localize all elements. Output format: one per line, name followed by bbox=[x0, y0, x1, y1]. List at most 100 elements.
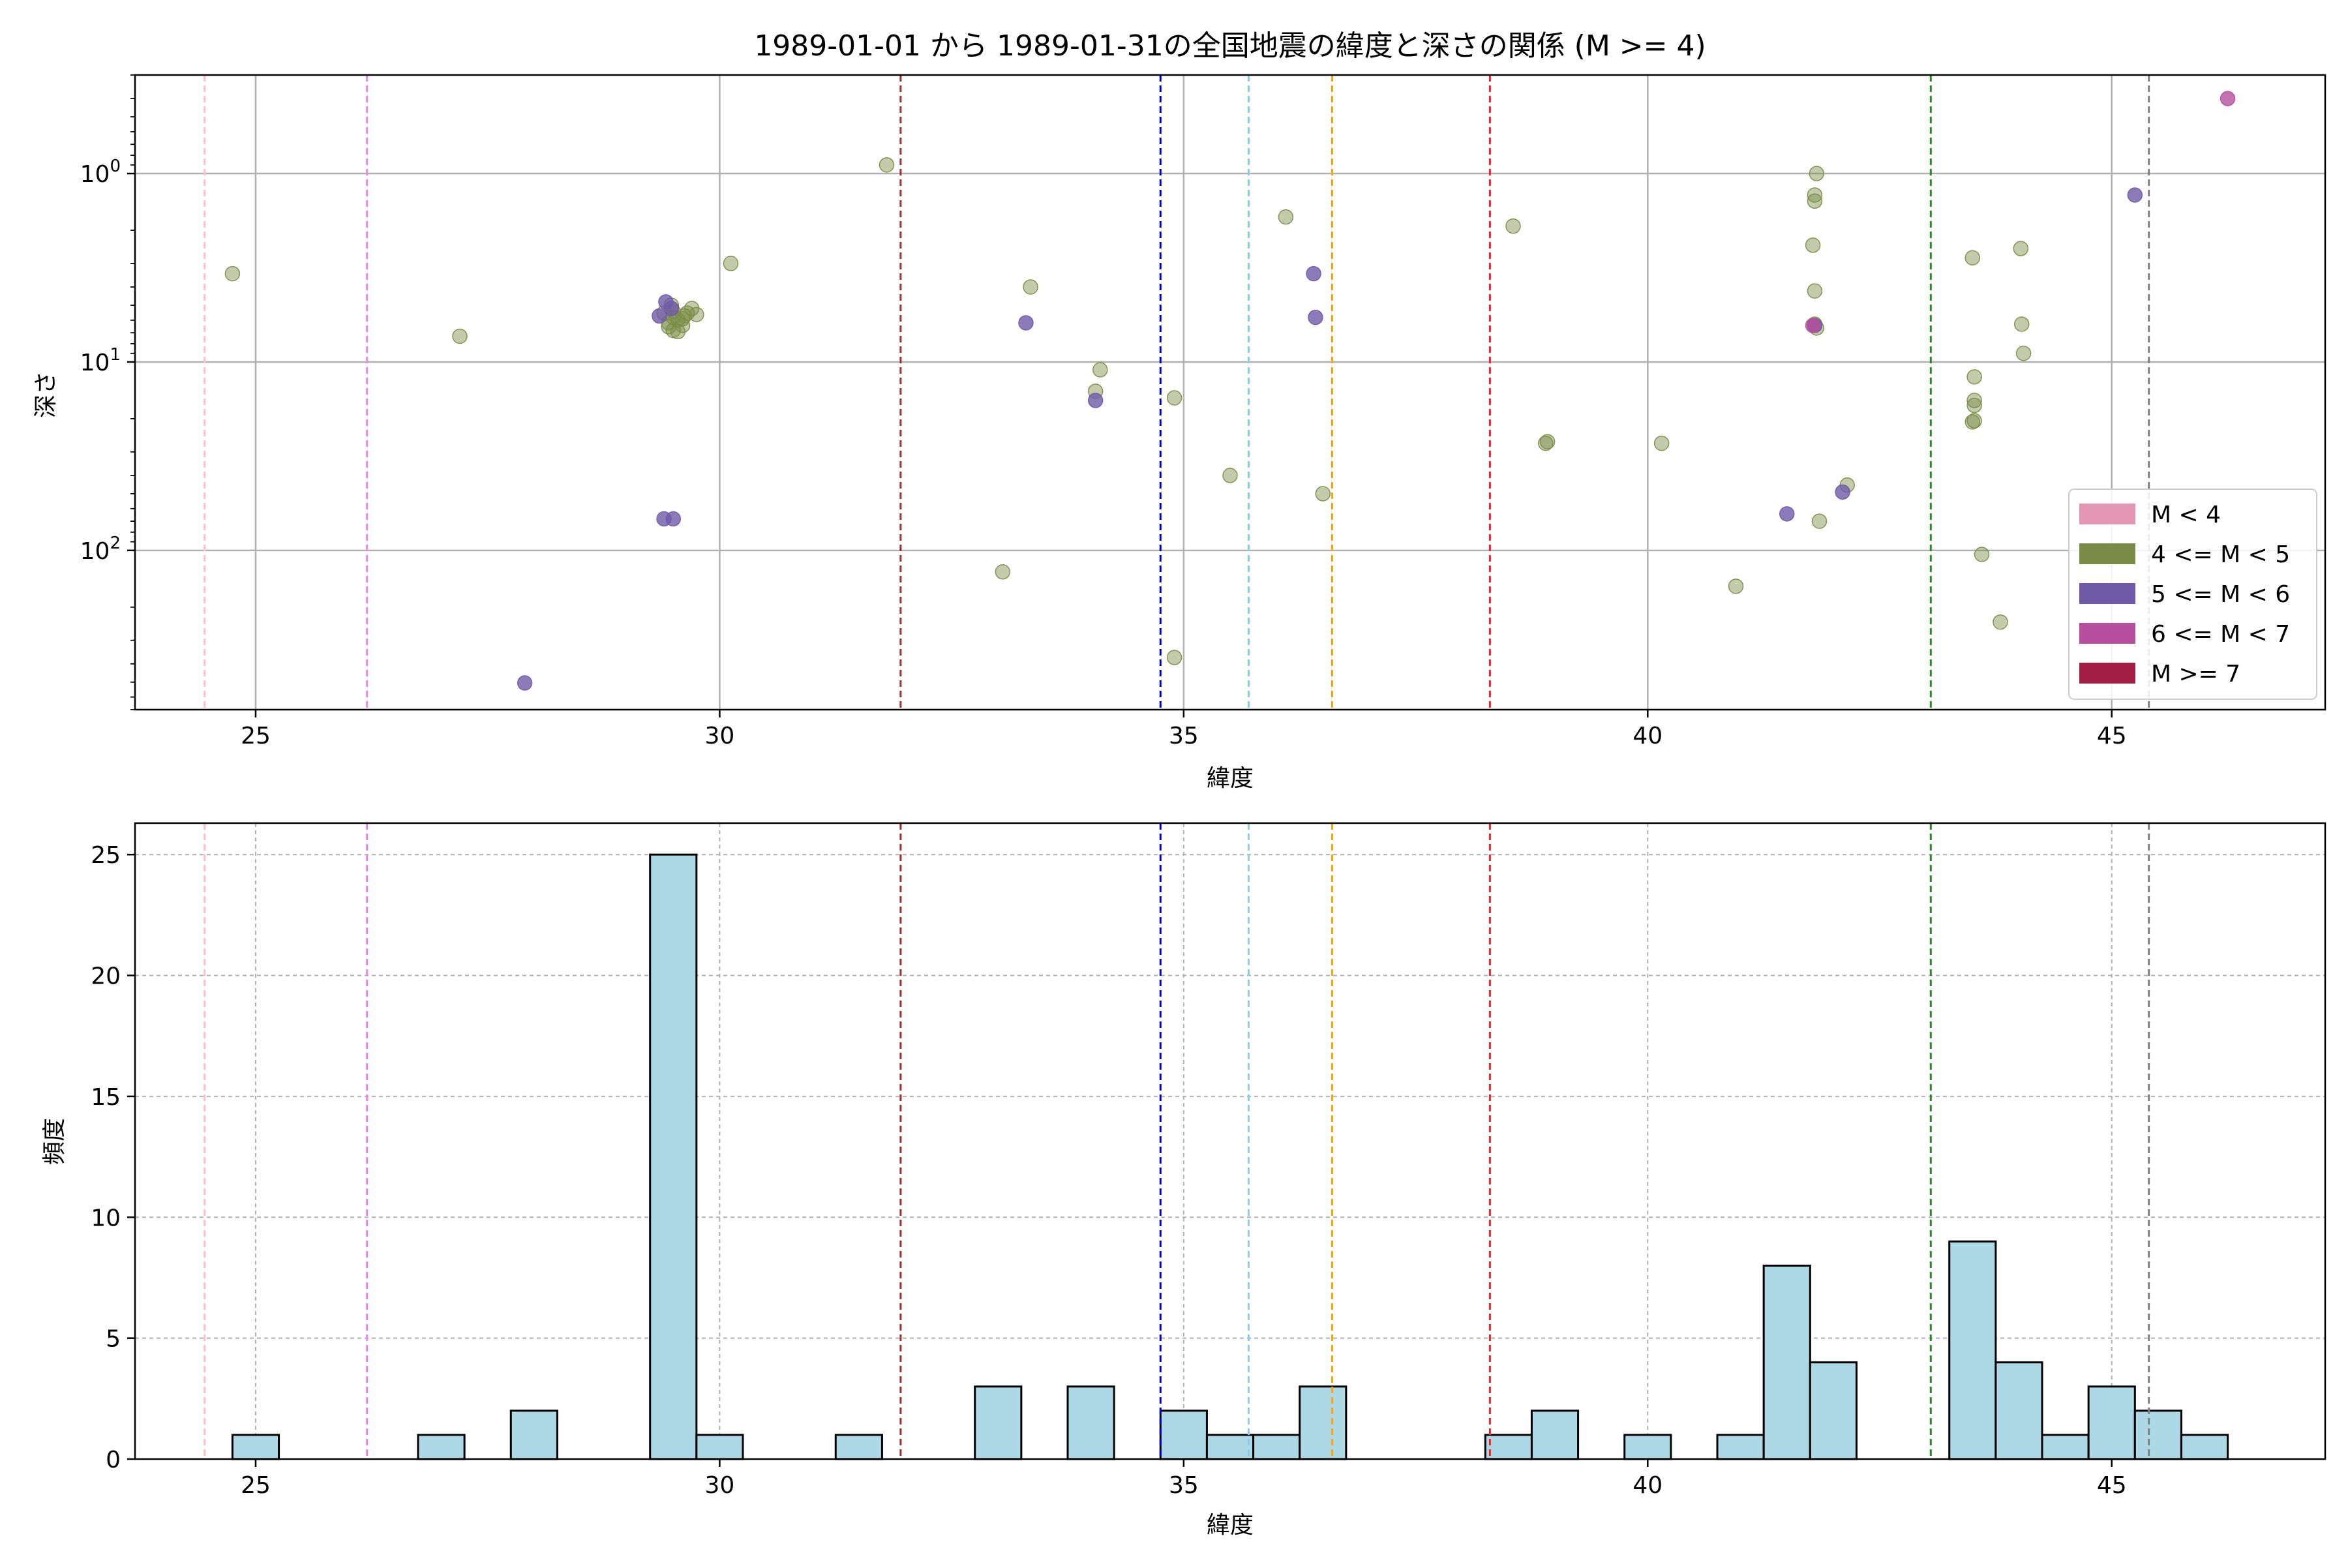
scatter-point bbox=[1308, 309, 1323, 325]
scatter-point bbox=[1018, 315, 1034, 331]
histogram-bar bbox=[1205, 1434, 1255, 1460]
scatter-legend: M < 4 4 <= M < 5 5 <= M < 6 6 <= M < 7 M >= … bbox=[2068, 489, 2317, 700]
scatter-point bbox=[663, 301, 680, 316]
hist-y-tick-label: 25 bbox=[91, 842, 121, 869]
hist-y-tick-label: 0 bbox=[106, 1447, 121, 1473]
scatter-point bbox=[1966, 393, 1982, 408]
histogram-bar bbox=[2087, 1385, 2136, 1460]
scatter-point bbox=[1653, 435, 1670, 451]
scatter-point bbox=[1966, 413, 1982, 429]
legend-label: 4 <= M < 5 bbox=[2151, 541, 2290, 568]
scatter-point bbox=[879, 157, 895, 173]
scatter-point bbox=[1811, 513, 1828, 529]
scatter-x-tick-label: 45 bbox=[2097, 723, 2127, 749]
scatter-point bbox=[676, 308, 693, 324]
legend-swatch bbox=[2079, 543, 2135, 564]
scatter-point bbox=[1779, 506, 1795, 522]
legend-swatch bbox=[2079, 583, 2135, 604]
histogram-bar bbox=[1252, 1434, 1301, 1460]
scatter-point bbox=[2015, 345, 2032, 361]
scatter-point bbox=[2127, 187, 2143, 203]
histogram-bar bbox=[649, 853, 698, 1460]
legend-swatch bbox=[2079, 623, 2135, 644]
scatter-point bbox=[1092, 362, 1108, 378]
scatter-y-tick-label: 102 bbox=[80, 534, 121, 565]
scatter-point bbox=[670, 324, 686, 340]
scatter-point bbox=[1278, 209, 1294, 225]
histogram-x-axis-label: 緯度 bbox=[1207, 1512, 1254, 1539]
histogram-bar bbox=[1716, 1434, 1765, 1460]
histogram-bar bbox=[695, 1434, 744, 1460]
scatter-point bbox=[674, 311, 691, 327]
scatter-point bbox=[1809, 166, 1825, 181]
hist-x-tick-label: 40 bbox=[1633, 1472, 1663, 1499]
histogram-plot: 25 30 35 40 45 0 5 10 15 20 25 bbox=[91, 822, 2326, 1499]
scatter-point bbox=[1805, 318, 1821, 333]
scatter-y-tick-label: 100 bbox=[80, 157, 121, 188]
histogram-bar bbox=[974, 1385, 1023, 1460]
scatter-point bbox=[1807, 193, 1823, 209]
scatter-x-tick-label: 40 bbox=[1633, 723, 1663, 749]
scatter-plot: 25 30 35 40 45 100 101 102 M < 4 4 <= M < 5 5 <= M… bbox=[80, 74, 2326, 749]
scatter-point bbox=[1023, 279, 1038, 295]
chart-title: 1989-01-01 から 1989-01-31の全国地震の緯度と深さの関係 (… bbox=[754, 29, 1706, 63]
scatter-point bbox=[1835, 484, 1850, 500]
scatter-point bbox=[1966, 369, 1982, 385]
scatter-point bbox=[689, 307, 704, 322]
scatter-point bbox=[995, 564, 1011, 580]
histogram-bar bbox=[1809, 1361, 1858, 1460]
scatter-point bbox=[652, 308, 667, 324]
histogram-bar bbox=[1762, 1264, 1811, 1460]
histogram-bar bbox=[1299, 1385, 1347, 1460]
scatter-point bbox=[2013, 241, 2029, 256]
scatter-point bbox=[1539, 434, 1556, 449]
scatter-point bbox=[1974, 547, 1990, 562]
scatter-point bbox=[1807, 283, 1823, 299]
scatter-point bbox=[665, 511, 682, 527]
scatter-point bbox=[1964, 250, 1981, 265]
scatter-point bbox=[224, 265, 241, 282]
scatter-point bbox=[2220, 91, 2236, 106]
histogram-bar bbox=[1066, 1385, 1115, 1460]
scatter-x-tick-label: 30 bbox=[705, 723, 735, 749]
scatter-point bbox=[1993, 614, 2008, 630]
scatter-point bbox=[1805, 237, 1821, 253]
scatter-point bbox=[2013, 316, 2030, 332]
scatter-point bbox=[1222, 468, 1238, 483]
hist-x-tick-label: 45 bbox=[2097, 1472, 2127, 1499]
histogram-bar bbox=[1623, 1434, 1672, 1460]
scatter-y-axis-label: 深さ bbox=[33, 371, 59, 418]
legend-swatch bbox=[2079, 504, 2135, 524]
scatter-y-tick-label: 101 bbox=[80, 345, 121, 376]
histogram-y-axis-label: 頻度 bbox=[41, 1118, 68, 1165]
scatter-point bbox=[1087, 393, 1104, 408]
histogram-bar bbox=[2041, 1434, 2090, 1460]
hist-y-tick-label: 5 bbox=[106, 1326, 121, 1353]
scatter-point bbox=[1966, 397, 1982, 414]
hist-x-tick-label: 30 bbox=[705, 1472, 735, 1499]
histogram-bar bbox=[1994, 1361, 2043, 1460]
scatter-x-tick-label: 35 bbox=[1169, 723, 1199, 749]
histogram-bar bbox=[231, 1434, 280, 1460]
scatter-point bbox=[1505, 218, 1521, 234]
scatter-point bbox=[1315, 486, 1331, 502]
legend-swatch bbox=[2079, 663, 2135, 684]
hist-y-tick-label: 10 bbox=[91, 1205, 121, 1231]
hist-axes-frame bbox=[134, 822, 2326, 1460]
scatter-point bbox=[723, 256, 739, 271]
scatter-point bbox=[517, 675, 533, 691]
scatter-point bbox=[1728, 579, 1744, 594]
legend-label: 5 <= M < 6 bbox=[2151, 581, 2290, 608]
hist-x-tick-label: 25 bbox=[241, 1472, 271, 1499]
hist-x-tick-label: 35 bbox=[1169, 1472, 1199, 1499]
histogram-bar bbox=[509, 1410, 558, 1460]
legend-box bbox=[2068, 489, 2317, 700]
hist-y-tick-label: 15 bbox=[91, 1084, 121, 1111]
histogram-bar bbox=[1484, 1434, 1533, 1460]
legend-label: M >= 7 bbox=[2151, 661, 2240, 687]
legend-label: 6 <= M < 7 bbox=[2151, 621, 2290, 648]
histogram-bar bbox=[1159, 1410, 1208, 1460]
hist-y-tick-label: 20 bbox=[91, 963, 121, 990]
